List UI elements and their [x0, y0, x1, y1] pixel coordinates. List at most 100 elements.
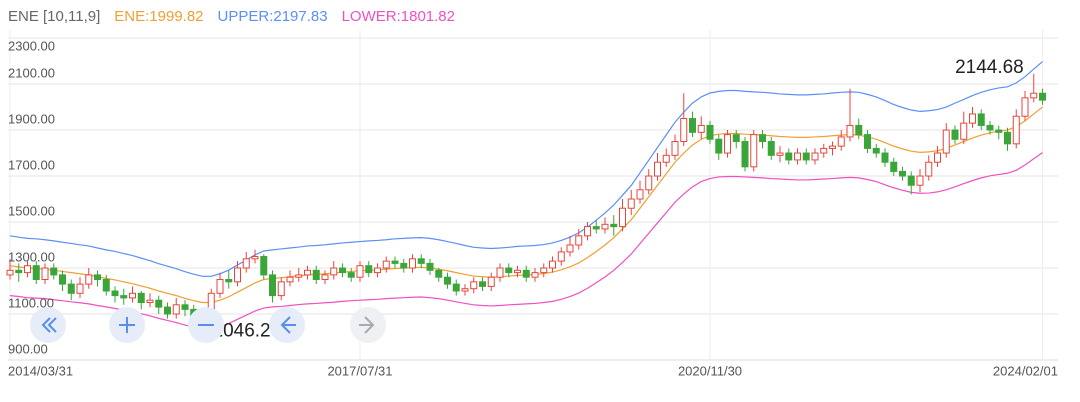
legend-entry: ENE:1999.82 [114, 8, 203, 25]
candle-body [67, 283, 75, 294]
candle-body [225, 279, 233, 283]
candle-body [470, 281, 478, 290]
x-tick-label: 2024/02/01 [993, 363, 1058, 378]
candle-body [977, 113, 985, 126]
zoom-in-button[interactable] [109, 307, 145, 343]
candle-body [566, 244, 574, 253]
candle-body [426, 262, 434, 271]
step-right-button[interactable] [350, 307, 386, 343]
legend-entry: LOWER:1801.82 [342, 8, 455, 25]
candle-body [680, 118, 688, 143]
candle-body [146, 299, 154, 304]
candle-body [872, 147, 880, 154]
candle-body [172, 304, 180, 315]
candle-body [155, 299, 163, 308]
candle-body [120, 295, 128, 299]
candle-body [347, 272, 355, 278]
zoom-out-button[interactable] [188, 307, 224, 343]
candle-body [41, 267, 49, 281]
candle-body [137, 292, 145, 304]
candle-body [794, 152, 801, 161]
candle-body [129, 292, 136, 299]
candle-body [960, 122, 968, 140]
candle-body [995, 129, 1003, 133]
candle-body [934, 152, 941, 163]
candle-body [391, 260, 399, 264]
chart-title: ENE [10,11,9] [8, 8, 100, 25]
x-tick-label: 2020/11/30 [678, 363, 742, 378]
candle-body [32, 265, 40, 281]
nav-buttons [30, 307, 386, 343]
candle-body [234, 267, 241, 283]
candle-body [59, 274, 66, 285]
candle-body [811, 152, 819, 161]
y-tick-label: 900.00 [8, 341, 48, 356]
candle-body [216, 279, 224, 294]
candle-body [557, 251, 565, 262]
legend: ENE [10,11,9] ENE:1999.82 UPPER:2197.83 LO… [8, 8, 455, 25]
candle-body [724, 134, 731, 154]
candle-body [741, 141, 749, 168]
candle-body [732, 134, 740, 143]
candles [6, 73, 1046, 327]
candle-body [750, 134, 758, 168]
candle-body [1004, 131, 1011, 145]
candle-body [85, 274, 93, 285]
candle-body [969, 113, 976, 124]
candle-body [444, 276, 451, 285]
step-left-button[interactable] [269, 307, 305, 343]
y-tick-label: 2100.00 [8, 65, 55, 80]
candle-body [671, 141, 679, 156]
candle-body [409, 258, 416, 269]
scroll-left-button[interactable] [30, 307, 66, 343]
candle-body [776, 152, 784, 156]
min-label: 1046.23 [213, 320, 282, 341]
candle-body [1012, 115, 1020, 145]
candle-body [164, 306, 171, 315]
candle-body [802, 152, 810, 161]
legend-entry: UPPER:2197.83 [218, 8, 328, 25]
candle-body [540, 267, 548, 274]
candle-body [479, 281, 486, 287]
candle-body [382, 260, 390, 269]
candle-body [759, 134, 766, 143]
candle-body [111, 290, 119, 297]
candle-body [505, 267, 513, 274]
candle-body [942, 129, 950, 154]
candle-body [829, 145, 836, 149]
candle-body [575, 235, 583, 246]
y-tick-label: 1500.00 [8, 203, 55, 218]
candle-body [881, 152, 889, 163]
candle-body [251, 256, 259, 260]
y-tick-label: 1700.00 [8, 157, 55, 172]
candle-body [522, 269, 530, 278]
candle-body [837, 136, 845, 147]
candle-body [94, 274, 101, 281]
candle-body [907, 175, 915, 186]
candle-body [452, 283, 460, 292]
candle-body [610, 223, 618, 228]
max-label: 2144.68 [955, 57, 1024, 78]
candle-body [269, 274, 276, 297]
candle-body [76, 283, 84, 294]
candle-body [636, 189, 644, 200]
candle-body [820, 147, 828, 154]
candle-body [864, 134, 871, 149]
candle-body [986, 124, 994, 131]
candle-body [619, 207, 626, 228]
candle-body [295, 274, 303, 278]
candle-body [400, 262, 408, 269]
candle-body [916, 175, 924, 186]
candle-body [435, 269, 443, 278]
candle-body [6, 269, 14, 276]
indicator-line [9, 61, 1043, 277]
candle-body [277, 281, 285, 297]
candle-body [592, 226, 600, 230]
candle-body [374, 267, 381, 274]
candle-body [767, 141, 775, 156]
candle-body [312, 269, 320, 281]
candle-body [531, 272, 539, 278]
candle-body [339, 267, 346, 274]
